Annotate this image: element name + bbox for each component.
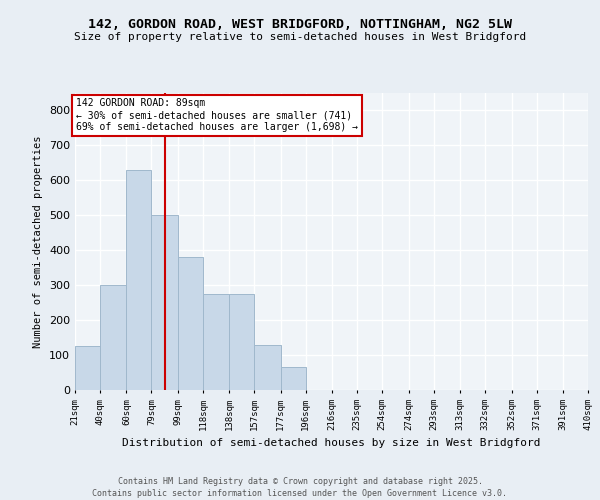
Bar	[151, 215, 178, 390]
Y-axis label: Number of semi-detached properties: Number of semi-detached properties	[34, 135, 43, 348]
Text: Contains HM Land Registry data © Crown copyright and database right 2025.: Contains HM Land Registry data © Crown c…	[118, 478, 482, 486]
Text: 142, GORDON ROAD, WEST BRIDGFORD, NOTTINGHAM, NG2 5LW: 142, GORDON ROAD, WEST BRIDGFORD, NOTTIN…	[88, 18, 512, 30]
Bar	[254, 344, 281, 390]
Text: Contains public sector information licensed under the Open Government Licence v3: Contains public sector information licen…	[92, 489, 508, 498]
Bar	[281, 367, 306, 390]
Bar	[127, 170, 151, 390]
Text: Size of property relative to semi-detached houses in West Bridgford: Size of property relative to semi-detach…	[74, 32, 526, 42]
Bar	[178, 257, 203, 390]
Bar	[100, 285, 127, 390]
Bar	[229, 294, 254, 390]
Bar	[203, 294, 229, 390]
Bar	[75, 346, 100, 390]
Text: 142 GORDON ROAD: 89sqm
← 30% of semi-detached houses are smaller (741)
69% of se: 142 GORDON ROAD: 89sqm ← 30% of semi-det…	[76, 98, 358, 132]
X-axis label: Distribution of semi-detached houses by size in West Bridgford: Distribution of semi-detached houses by …	[122, 438, 541, 448]
